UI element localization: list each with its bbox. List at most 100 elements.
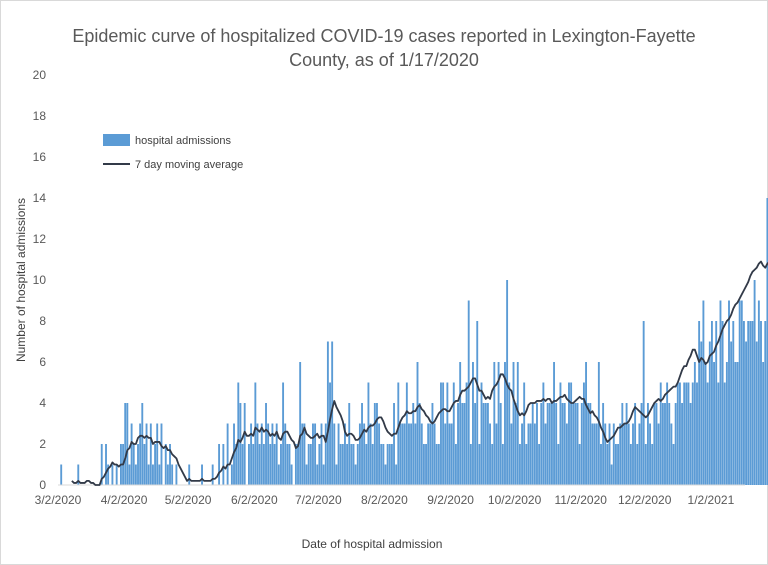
bar-hospital-admissions <box>525 444 528 485</box>
bar-hospital-admissions <box>156 423 159 485</box>
bar-hospital-admissions <box>710 321 713 485</box>
x-tick-label: 9/2/2020 <box>427 493 474 507</box>
chart-title-line-1: Epidemic curve of hospitalized COVID-19 … <box>72 26 696 46</box>
bar-hospital-admissions <box>397 382 400 485</box>
bar-hospital-admissions <box>309 444 312 485</box>
bar-hospital-admissions <box>572 403 575 485</box>
bar-hospital-admissions <box>414 423 417 485</box>
bar-hospital-admissions <box>559 382 562 485</box>
bar-hospital-admissions <box>702 300 705 485</box>
bar-hospital-admissions <box>736 362 739 485</box>
bar-hospital-admissions <box>589 403 592 485</box>
bar-hospital-admissions <box>683 382 686 485</box>
bar-hospital-admissions <box>448 423 451 485</box>
bar-hospital-admissions <box>484 403 487 485</box>
bar-hospital-admissions <box>666 382 669 485</box>
y-tick-label: 18 <box>33 109 47 123</box>
bar-hospital-admissions <box>250 423 253 485</box>
bar-hospital-admissions <box>378 423 381 485</box>
bar-hospital-admissions <box>425 444 427 485</box>
bar-hospital-admissions <box>237 382 240 485</box>
bar-hospital-admissions <box>294 444 297 485</box>
bar-hospital-admissions <box>542 382 545 485</box>
bar-hospital-admissions <box>757 300 760 485</box>
bar-hospital-admissions <box>365 444 368 485</box>
bar-hospital-admissions <box>508 382 511 485</box>
bar-hospital-admissions <box>169 444 171 485</box>
bar-hospital-admissions <box>335 464 338 485</box>
bar-hospital-admissions <box>312 423 314 485</box>
bar-hospital-admissions <box>339 444 342 485</box>
bar-hospital-admissions <box>367 382 370 485</box>
bar-hospital-admissions <box>713 362 715 485</box>
bar-hospital-admissions <box>587 403 590 485</box>
bar-hospital-admissions <box>171 464 174 485</box>
bar-hospital-admissions <box>619 423 622 485</box>
bar-hospital-admissions <box>164 444 167 485</box>
bar-hospital-admissions <box>602 403 605 485</box>
bar-hospital-admissions <box>286 444 289 485</box>
bar-hospital-admissions <box>130 423 133 485</box>
bar-hospital-admissions <box>429 423 432 485</box>
bar-hospital-admissions <box>333 423 336 485</box>
bar-hospital-admissions <box>610 464 613 485</box>
bar-hospital-admissions <box>442 382 445 485</box>
y-tick-label: 6 <box>39 355 46 369</box>
bar-hospital-admissions <box>493 362 496 485</box>
y-tick-label: 8 <box>39 314 46 328</box>
bar-hospital-admissions <box>489 423 491 485</box>
bar-hospital-admissions <box>322 464 325 485</box>
bar-hospital-admissions <box>698 321 701 485</box>
bar-hospital-admissions <box>529 423 532 485</box>
bar-hospital-admissions <box>478 444 481 485</box>
bar-hospital-admissions <box>649 423 651 485</box>
x-tick-label: 11/2/2020 <box>554 493 607 507</box>
bar-hospital-admissions <box>580 403 583 485</box>
bar-hospital-admissions <box>401 423 404 485</box>
bar-hospital-admissions <box>60 464 63 485</box>
bar-hospital-admissions <box>546 403 549 485</box>
bar-hospital-admissions <box>269 444 272 485</box>
x-tick-label: 10/2/2020 <box>488 493 542 507</box>
bar-hospital-admissions <box>326 341 329 485</box>
bar-hospital-admissions <box>612 423 615 485</box>
bar-hospital-admissions <box>124 403 127 485</box>
bar-hospital-admissions <box>760 321 762 485</box>
legend-swatch-hospital-admissions <box>103 134 130 146</box>
bar-hospital-admissions <box>356 444 359 485</box>
bar-hospital-admissions <box>452 382 455 485</box>
bar-hospital-admissions <box>764 321 767 485</box>
y-tick-label: 12 <box>33 232 47 246</box>
bar-hospital-admissions <box>299 362 302 485</box>
legend-label-hospital-admissions: hospital admissions <box>135 135 231 147</box>
bar-hospital-admissions <box>536 403 538 485</box>
bar-hospital-admissions <box>749 321 752 485</box>
bar-hospital-admissions <box>320 423 323 485</box>
bar-hospital-admissions <box>111 464 114 485</box>
bar-hospital-admissions <box>582 382 585 485</box>
bar-hospital-admissions <box>696 382 698 485</box>
bar-hospital-admissions <box>134 464 137 485</box>
bar-hospital-admissions <box>361 403 363 485</box>
bar-hospital-admissions <box>218 444 221 485</box>
bar-hospital-admissions <box>433 423 436 485</box>
bar-hospital-admissions <box>617 444 619 485</box>
bar-hospital-admissions <box>540 403 543 485</box>
bar-hospital-admissions <box>533 423 536 485</box>
bar-hospital-admissions <box>664 403 666 485</box>
bar-hospital-admissions <box>252 444 255 485</box>
bar-hospital-admissions <box>636 444 639 485</box>
bar-hospital-admissions <box>301 423 304 485</box>
moving-average-line <box>71 260 768 486</box>
bar-hospital-admissions <box>676 382 679 485</box>
bar-hospital-admissions <box>762 362 765 485</box>
bar-hospital-admissions <box>222 444 225 485</box>
bar-hospital-admissions <box>732 321 735 485</box>
x-tick-label: 4/2/2020 <box>101 493 148 507</box>
bar-hospital-admissions <box>271 423 274 485</box>
bar-hospital-admissions <box>499 403 502 485</box>
bar-hospital-admissions <box>450 423 453 485</box>
bar-hospital-admissions <box>154 444 157 485</box>
bar-hospital-admissions <box>314 423 317 485</box>
